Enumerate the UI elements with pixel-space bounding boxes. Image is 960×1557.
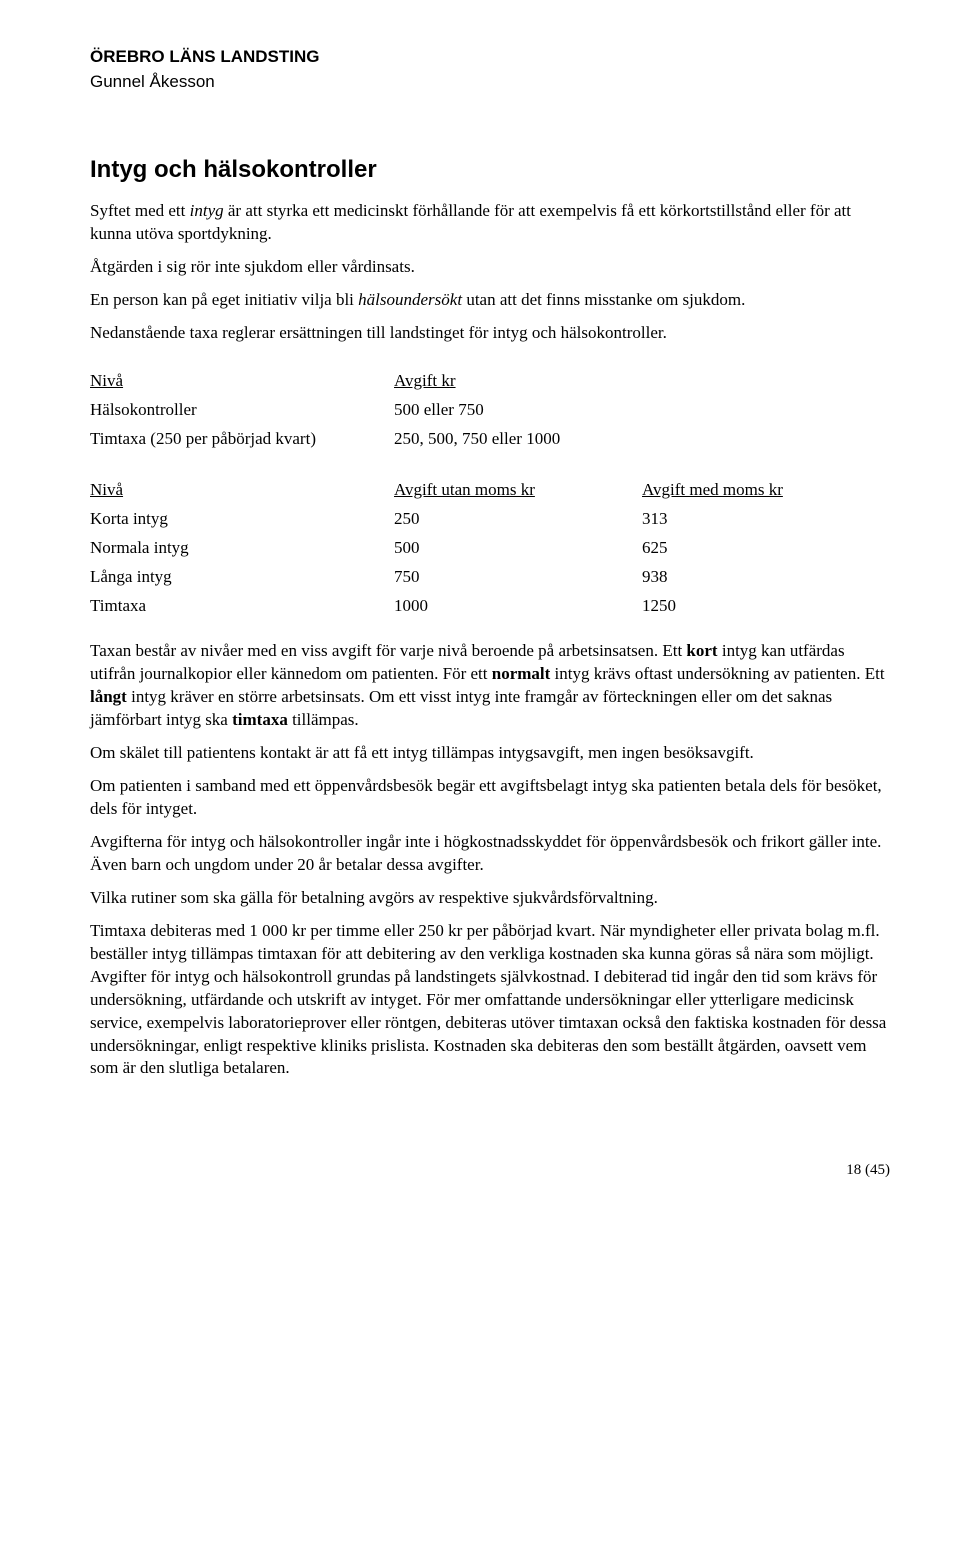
text: En person kan på eget initiativ vilja bl… <box>90 290 358 309</box>
body-p1: Taxan består av nivåer med en viss avgif… <box>90 640 890 732</box>
cell: 750 <box>394 563 642 592</box>
table-row: Timtaxa (250 per påbörjad kvart) 250, 50… <box>90 425 890 454</box>
term-intyg: intyg <box>190 201 224 220</box>
col-header: Nivå <box>90 371 123 390</box>
header-name: Gunnel Åkesson <box>90 71 890 94</box>
term-timtaxa: timtaxa <box>232 710 288 729</box>
page-footer: 18 (45) <box>90 1160 890 1180</box>
body-p2: Om skälet till patientens kontakt är att… <box>90 742 890 765</box>
table-header-row: Nivå Avgift utan moms kr Avgift med moms… <box>90 476 890 505</box>
cell: Hälsokontroller <box>90 396 394 425</box>
intro-p4: Nedanstående taxa reglerar ersättningen … <box>90 322 890 345</box>
text: tillämpas. <box>288 710 359 729</box>
intro-p2: Åtgärden i sig rör inte sjukdom eller vå… <box>90 256 890 279</box>
table-header-row: Nivå Avgift kr <box>90 367 890 396</box>
table-row: Korta intyg 250 313 <box>90 505 890 534</box>
header-org: ÖREBRO LÄNS LANDSTING <box>90 46 890 69</box>
text: intyg krävs oftast undersökning av patie… <box>550 664 884 683</box>
text: Taxan består av nivåer med en viss avgif… <box>90 641 686 660</box>
table-row: Långa intyg 750 938 <box>90 563 890 592</box>
col-header: Avgift kr <box>394 371 456 390</box>
cell: 500 eller 750 <box>394 396 642 425</box>
text: utan att det finns misstanke om sjukdom. <box>462 290 745 309</box>
body-p4: Avgifterna för intyg och hälsokontroller… <box>90 831 890 877</box>
cell: 500 <box>394 534 642 563</box>
col-header: Nivå <box>90 480 123 499</box>
cell: 938 <box>642 563 890 592</box>
cell: 625 <box>642 534 890 563</box>
term-halsoundersokt: hälsoundersökt <box>358 290 462 309</box>
term-normalt: normalt <box>492 664 551 683</box>
table-row: Hälsokontroller 500 eller 750 <box>90 396 890 425</box>
body-p5: Vilka rutiner som ska gälla för betalnin… <box>90 887 890 910</box>
body-p6: Timtaxa debiteras med 1 000 kr per timme… <box>90 920 890 1081</box>
cell: Normala intyg <box>90 534 394 563</box>
col-header: Avgift utan moms kr <box>394 480 535 499</box>
cell: Korta intyg <box>90 505 394 534</box>
cell: 250 <box>394 505 642 534</box>
page-title: Intyg och hälsokontroller <box>90 154 890 186</box>
cell: Långa intyg <box>90 563 394 592</box>
cell: 1000 <box>394 592 642 621</box>
cell: Timtaxa (250 per påbörjad kvart) <box>90 425 394 454</box>
fee-table-2: Nivå Avgift utan moms kr Avgift med moms… <box>90 476 890 621</box>
intro-p1: Syftet med ett intyg är att styrka ett m… <box>90 200 890 246</box>
table-row: Timtaxa 1000 1250 <box>90 592 890 621</box>
body-p3: Om patienten i samband med ett öppenvård… <box>90 775 890 821</box>
text: Syftet med ett <box>90 201 190 220</box>
cell: 1250 <box>642 592 890 621</box>
term-kort: kort <box>686 641 717 660</box>
cell: 250, 500, 750 eller 1000 <box>394 425 642 454</box>
col-header: Avgift med moms kr <box>642 480 783 499</box>
term-langt: långt <box>90 687 127 706</box>
fee-table-1: Nivå Avgift kr Hälsokontroller 500 eller… <box>90 367 890 454</box>
intro-p3: En person kan på eget initiativ vilja bl… <box>90 289 890 312</box>
table-row: Normala intyg 500 625 <box>90 534 890 563</box>
text: intyg kräver en större arbetsinsats. Om … <box>90 687 832 729</box>
cell: Timtaxa <box>90 592 394 621</box>
cell: 313 <box>642 505 890 534</box>
